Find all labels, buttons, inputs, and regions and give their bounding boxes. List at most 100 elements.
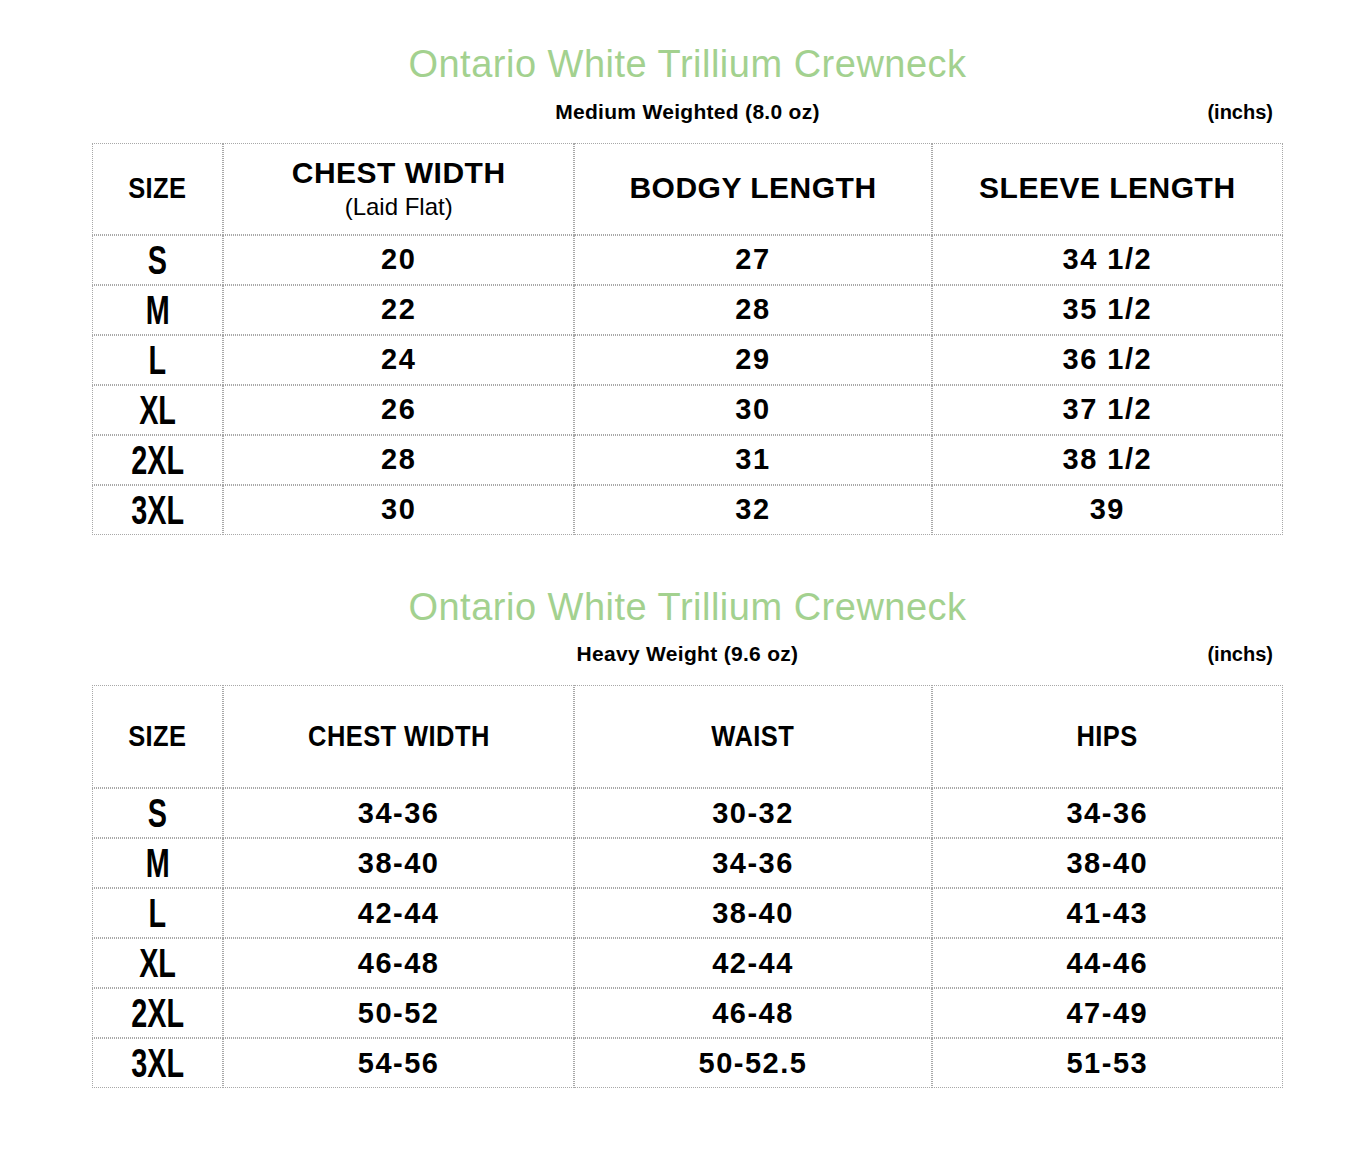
- size-cell: L: [92, 888, 223, 938]
- subtitle-row-medium: Medium Weighted (8.0 oz) (inchs): [92, 100, 1283, 128]
- table-row-2xl: 2XL 50-52 46-48 47-49: [92, 988, 1283, 1038]
- value-cell: 54-56: [223, 1038, 574, 1088]
- value-cell: 36 1/2: [932, 335, 1283, 385]
- col-header-bodgy-length: BODGY LENGTH: [574, 143, 931, 235]
- size-label: XL: [139, 390, 176, 430]
- value-cell: 27: [574, 235, 931, 285]
- value-cell: 51-53: [932, 1038, 1283, 1088]
- table-row-m: M 38-40 34-36 38-40: [92, 838, 1283, 888]
- value-cell: 28: [574, 285, 931, 335]
- table-row-xl: XL 26 30 37 1/2: [92, 385, 1283, 435]
- value-cell: 28: [223, 435, 574, 485]
- col-header-size-label: SIZE: [128, 719, 186, 754]
- size-cell: L: [92, 335, 223, 385]
- table-row-3xl: 3XL 54-56 50-52.5 51-53: [92, 1038, 1283, 1088]
- size-cell: 3XL: [92, 1038, 223, 1088]
- size-label: L: [149, 893, 167, 933]
- col-header-waist-label: WAIST: [712, 719, 795, 754]
- size-label: S: [148, 793, 167, 833]
- col-header-chest-width: CHEST WIDTH (Laid Flat): [223, 143, 574, 235]
- value-cell: 31: [574, 435, 931, 485]
- table-row-xl: XL 46-48 42-44 44-46: [92, 938, 1283, 988]
- size-chart-section-medium: Ontario White Trillium Crewneck Medium W…: [92, 42, 1283, 535]
- size-chart-page: Ontario White Trillium Crewneck Medium W…: [92, 0, 1283, 1088]
- value-cell: 26: [223, 385, 574, 435]
- value-cell: 44-46: [932, 938, 1283, 988]
- units-label-medium: (inchs): [1207, 101, 1273, 124]
- value-cell: 20: [223, 235, 574, 285]
- size-label: M: [145, 290, 169, 330]
- col-header-sleeve-length-label: SLEEVE LENGTH: [979, 171, 1236, 204]
- col-header-chest-width: CHEST WIDTH: [223, 685, 574, 788]
- value-cell: 34-36: [932, 788, 1283, 838]
- value-cell: 30-32: [574, 788, 931, 838]
- value-cell: 38 1/2: [932, 435, 1283, 485]
- value-cell: 46-48: [574, 988, 931, 1038]
- value-cell: 22: [223, 285, 574, 335]
- size-label: XL: [139, 943, 176, 983]
- size-label: 2XL: [131, 993, 184, 1033]
- header-row: SIZE CHEST WIDTH (Laid Flat) BODGY LENGT…: [92, 143, 1283, 235]
- chart-title-heavy: Ontario White Trillium Crewneck: [92, 585, 1283, 631]
- size-table-heavy: SIZE CHEST WIDTH WAIST HIPS S 34-36 30-3…: [92, 685, 1283, 1088]
- units-label-heavy: (inchs): [1207, 643, 1273, 666]
- col-header-size: SIZE: [92, 143, 223, 235]
- value-cell: 30: [223, 485, 574, 535]
- table-row-l: L 24 29 36 1/2: [92, 335, 1283, 385]
- table-row-s: S 34-36 30-32 34-36: [92, 788, 1283, 838]
- value-cell: 38-40: [223, 838, 574, 888]
- value-cell: 47-49: [932, 988, 1283, 1038]
- size-label: S: [148, 240, 167, 280]
- col-header-waist: WAIST: [574, 685, 931, 788]
- chart-title-medium: Ontario White Trillium Crewneck: [92, 42, 1283, 88]
- value-cell: 50-52: [223, 988, 574, 1038]
- table-row-l: L 42-44 38-40 41-43: [92, 888, 1283, 938]
- col-header-hips: HIPS: [932, 685, 1283, 788]
- value-cell: 32: [574, 485, 931, 535]
- size-label: 3XL: [131, 490, 184, 530]
- subtitle-row-heavy: Heavy Weight (9.6 oz) (inchs): [92, 642, 1283, 670]
- size-cell: M: [92, 838, 223, 888]
- size-table-medium: SIZE CHEST WIDTH (Laid Flat) BODGY LENGT…: [92, 143, 1283, 535]
- value-cell: 38-40: [574, 888, 931, 938]
- size-cell: 2XL: [92, 435, 223, 485]
- size-label: L: [149, 340, 167, 380]
- size-cell: S: [92, 788, 223, 838]
- chart-subtitle-medium: Medium Weighted (8.0 oz): [92, 100, 1283, 124]
- col-header-hips-label: HIPS: [1077, 719, 1138, 754]
- table-row-m: M 22 28 35 1/2: [92, 285, 1283, 335]
- value-cell: 46-48: [223, 938, 574, 988]
- value-cell: 42-44: [223, 888, 574, 938]
- value-cell: 41-43: [932, 888, 1283, 938]
- col-header-chest-width-label: CHEST WIDTH: [224, 156, 573, 191]
- value-cell: 34-36: [223, 788, 574, 838]
- col-header-size: SIZE: [92, 685, 223, 788]
- table-row-2xl: 2XL 28 31 38 1/2: [92, 435, 1283, 485]
- size-cell: S: [92, 235, 223, 285]
- value-cell: 39: [932, 485, 1283, 535]
- table-row-3xl: 3XL 30 32 39: [92, 485, 1283, 535]
- size-cell: XL: [92, 938, 223, 988]
- value-cell: 37 1/2: [932, 385, 1283, 435]
- col-header-sleeve-length: SLEEVE LENGTH: [932, 143, 1283, 235]
- size-cell: XL: [92, 385, 223, 435]
- value-cell: 35 1/2: [932, 285, 1283, 335]
- value-cell: 34-36: [574, 838, 931, 888]
- size-cell: 3XL: [92, 485, 223, 535]
- size-cell: 2XL: [92, 988, 223, 1038]
- table-row-s: S 20 27 34 1/2: [92, 235, 1283, 285]
- value-cell: 24: [223, 335, 574, 385]
- size-label: M: [145, 843, 169, 883]
- value-cell: 34 1/2: [932, 235, 1283, 285]
- size-chart-section-heavy: Ontario White Trillium Crewneck Heavy We…: [92, 585, 1283, 1089]
- col-header-size-label: SIZE: [128, 171, 186, 206]
- header-row: SIZE CHEST WIDTH WAIST HIPS: [92, 685, 1283, 788]
- value-cell: 50-52.5: [574, 1038, 931, 1088]
- size-cell: M: [92, 285, 223, 335]
- chart-subtitle-heavy: Heavy Weight (9.6 oz): [92, 642, 1283, 666]
- value-cell: 38-40: [932, 838, 1283, 888]
- col-header-laid-flat-note: (Laid Flat): [224, 193, 573, 221]
- value-cell: 29: [574, 335, 931, 385]
- size-label: 2XL: [131, 440, 184, 480]
- value-cell: 42-44: [574, 938, 931, 988]
